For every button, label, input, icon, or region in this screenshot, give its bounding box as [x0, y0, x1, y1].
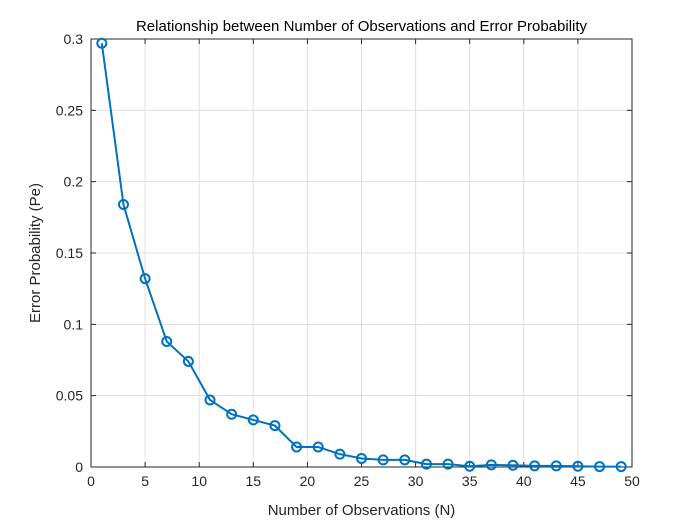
- x-tick-labels: 0 5 10 15 20 25 30 35 40 45 50: [87, 473, 640, 489]
- x-tick-label: 35: [462, 473, 478, 489]
- series-line: [100, 43, 622, 468]
- data-point: [117, 198, 129, 210]
- x-tick-label: 45: [570, 473, 586, 489]
- x-tick-label: 25: [354, 473, 370, 489]
- data-point: [247, 414, 259, 426]
- y-tick-label: 0.1: [64, 316, 84, 332]
- y-tick-label: 0: [75, 459, 83, 475]
- data-point: [334, 448, 346, 460]
- data-point: [291, 441, 303, 453]
- data-point: [161, 335, 173, 347]
- x-tick-label: 30: [408, 473, 424, 489]
- series-group: [96, 37, 627, 473]
- data-point: [615, 461, 627, 473]
- x-tick-label: 5: [141, 473, 149, 489]
- data-point: [182, 355, 194, 367]
- x-tick-label: 10: [191, 473, 207, 489]
- data-point: [312, 441, 324, 453]
- data-point: [204, 394, 216, 406]
- data-point: [550, 460, 562, 472]
- x-tick-label: 15: [246, 473, 262, 489]
- y-tick-label: 0.2: [64, 174, 84, 190]
- data-point: [96, 37, 108, 49]
- y-axis-label: Error Probability (Pe): [27, 183, 44, 323]
- data-point: [572, 460, 584, 472]
- data-point: [464, 460, 476, 472]
- data-point: [377, 454, 389, 466]
- y-tick-label: 0.15: [56, 245, 83, 261]
- x-tick-label: 0: [87, 473, 95, 489]
- data-point: [442, 458, 454, 470]
- data-point: [529, 460, 541, 472]
- data-point: [356, 452, 367, 464]
- data-point: [269, 420, 281, 432]
- data-point: [485, 459, 497, 471]
- data-point: [594, 461, 606, 473]
- y-tick-label: 0.3: [64, 31, 84, 47]
- data-point: [399, 454, 411, 466]
- tick-marks: [90, 38, 633, 468]
- y-tick-label: 0.25: [56, 102, 83, 118]
- y-tick-labels: 0 0.05 0.1 0.15 0.2 0.25 0.3: [56, 31, 83, 475]
- x-tick-label: 40: [516, 473, 532, 489]
- data-point: [507, 459, 519, 471]
- x-tick-label: 20: [300, 473, 316, 489]
- y-tick-label: 0.05: [56, 388, 83, 404]
- data-point: [420, 458, 432, 470]
- chart-title: Relationship between Number of Observati…: [136, 18, 588, 35]
- data-point: [139, 273, 151, 285]
- data-point: [226, 408, 238, 420]
- x-tick-label: 50: [624, 473, 640, 489]
- x-axis-label: Number of Observations (N): [268, 502, 456, 519]
